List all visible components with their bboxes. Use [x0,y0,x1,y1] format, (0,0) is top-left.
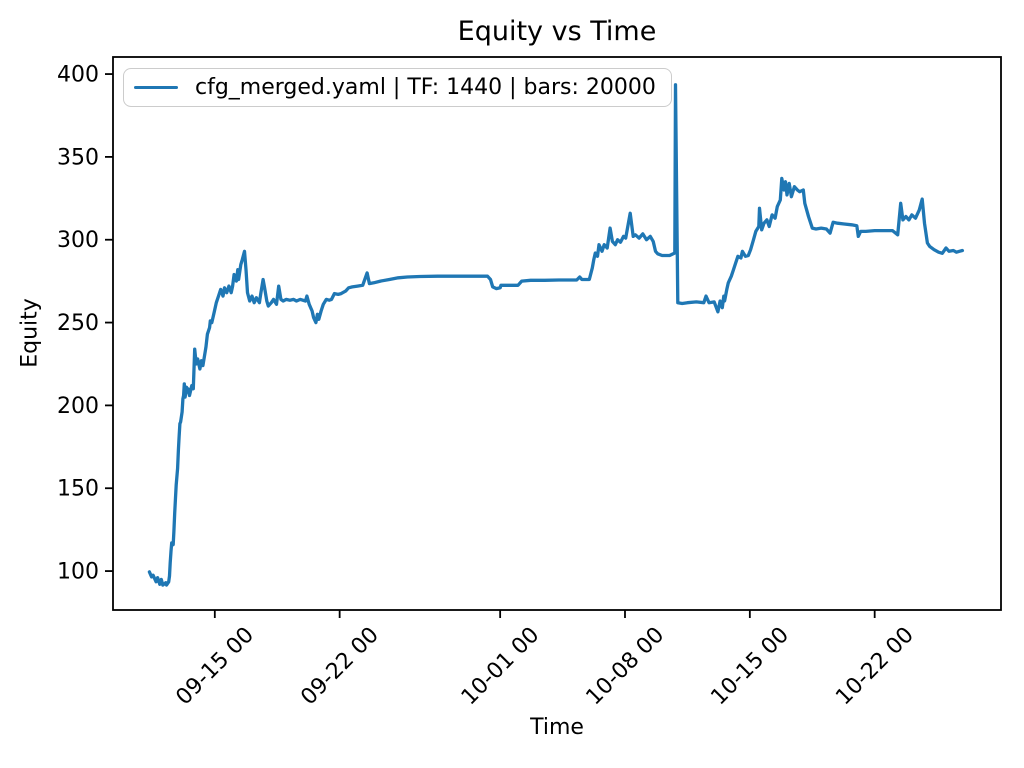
x-tick-label: 10-15 00 [706,623,794,711]
y-tick-label: 400 [57,63,99,88]
legend: cfg_merged.yaml | TF: 1440 | bars: 20000 [123,68,672,107]
legend-line-sample [134,85,178,90]
x-axis-label: Time [530,715,584,740]
equity-line [147,83,965,587]
x-tick-label: 10-22 00 [831,623,919,711]
plot-border [112,56,1002,611]
x-tick-label: 10-08 00 [582,623,670,711]
chart-title: Equity vs Time [457,16,657,47]
y-tick-label: 100 [57,560,99,585]
x-tick-label: 10-01 00 [457,623,545,711]
x-tick-label: 09-15 00 [171,623,259,711]
legend-label: cfg_merged.yaml | TF: 1440 | bars: 20000 [195,75,656,100]
y-tick-label: 200 [57,394,99,419]
y-tick-label: 150 [57,477,99,502]
y-tick-label: 300 [57,228,99,253]
x-tick-label: 09-22 00 [296,623,384,711]
y-axis-label: Equity [17,298,43,368]
y-tick-label: 350 [57,145,99,170]
y-tick-label: 250 [57,311,99,336]
